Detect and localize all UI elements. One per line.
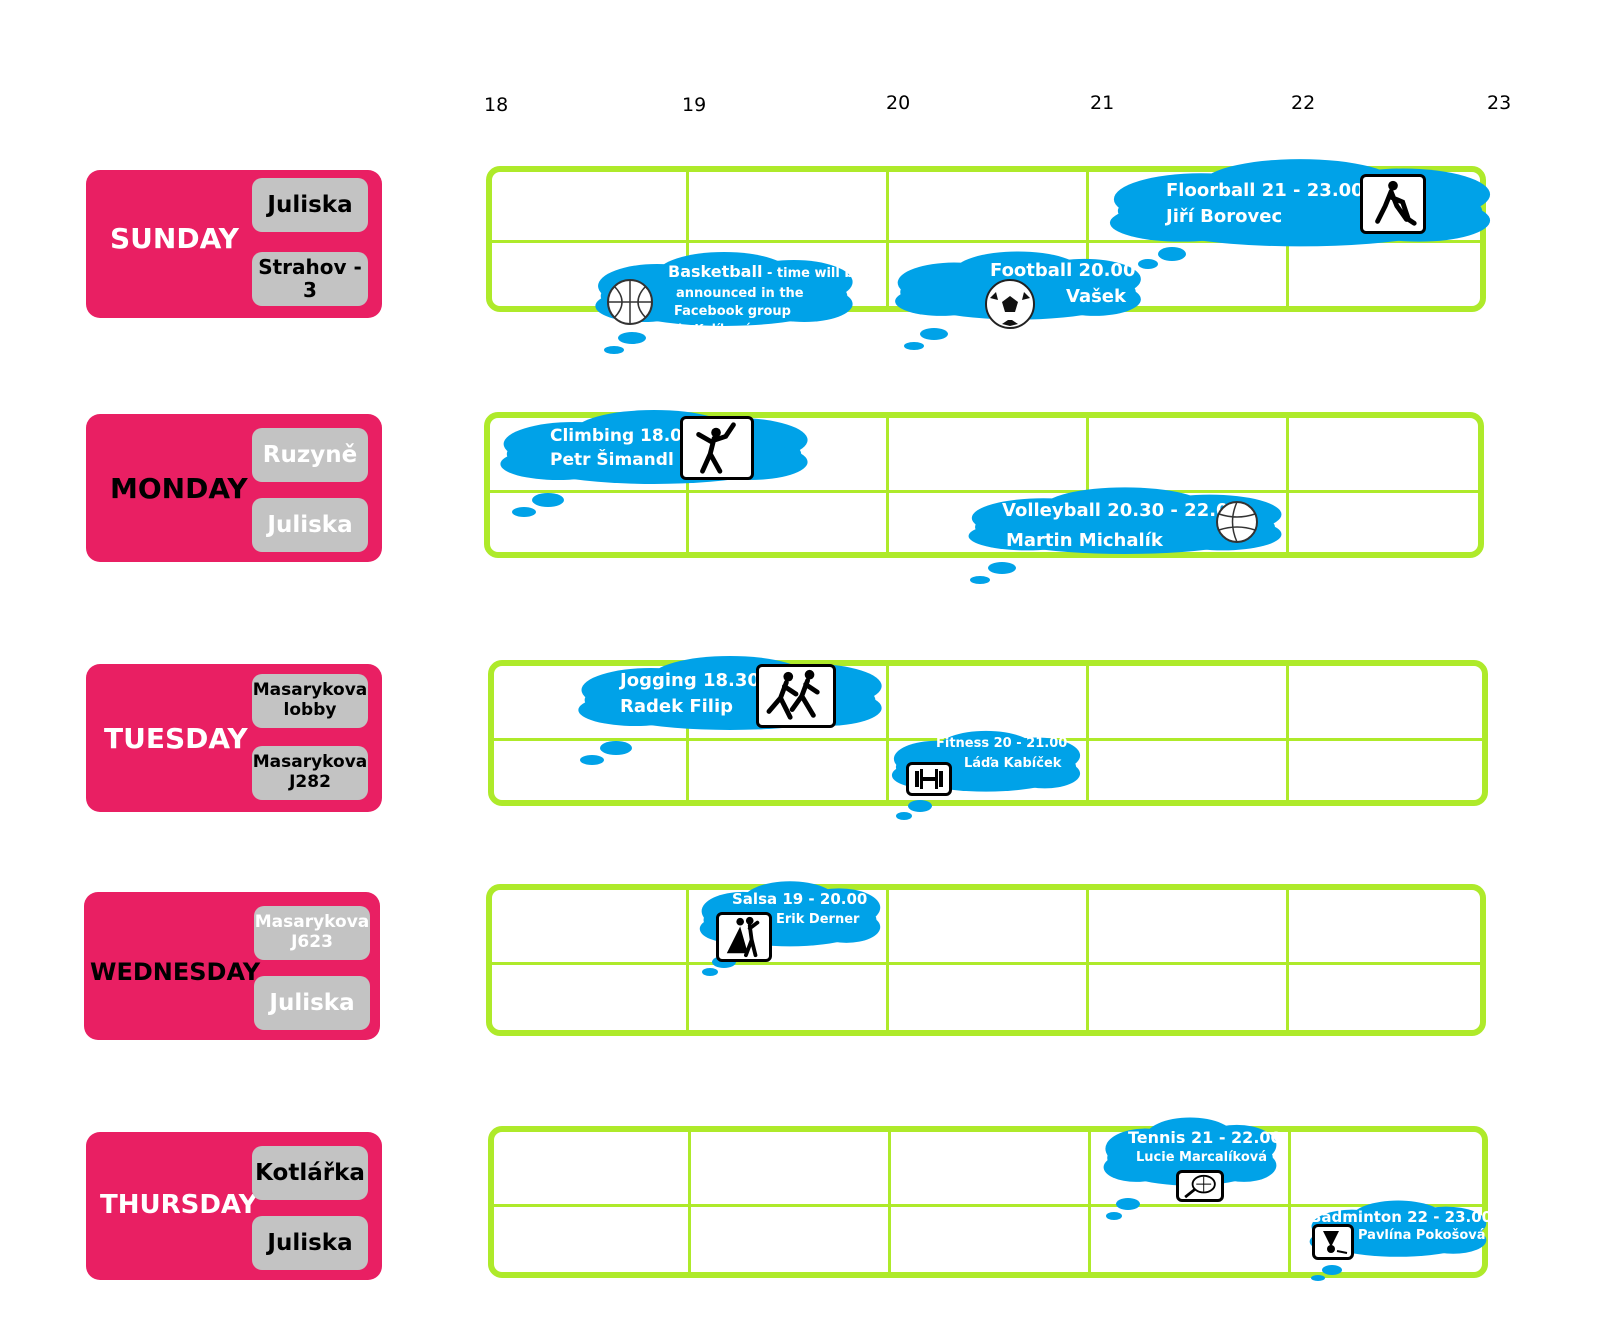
schedule-grid-thursday	[488, 1126, 1488, 1278]
location-tag: Juliska	[254, 976, 370, 1030]
hour-label-18: 18	[484, 94, 509, 116]
event-title: Jogging 18.30	[620, 670, 760, 691]
event-football[interactable]: Football 20.00 Vašek	[890, 246, 1146, 350]
event-title: Football 20.00	[990, 260, 1136, 281]
location-tag: Masarykova J623	[254, 906, 370, 960]
event-volleyball[interactable]: Volleyball 20.30 - 22.00 Martin Michalík	[962, 482, 1288, 584]
shuttlecock-icon	[1312, 1224, 1354, 1260]
event-tennis[interactable]: Tennis 21 - 22.00 Lucie Marcalíková	[1100, 1112, 1282, 1220]
day-name: SUNDAY	[110, 222, 239, 255]
day-name: WEDNESDAY	[90, 958, 261, 986]
schedule-grid-monday	[484, 412, 1484, 558]
day-name: MONDAY	[110, 472, 248, 505]
event-title: Tennis 21 - 22.00	[1128, 1128, 1282, 1147]
event-badminton[interactable]: Badminton 22 - 23.00 Pavlína Pokošová	[1306, 1196, 1493, 1281]
event-title: Volleyball 20.30 - 22.00	[1002, 500, 1242, 521]
hour-label-21: 21	[1090, 92, 1115, 114]
event-person: Radek Filip	[620, 696, 734, 717]
event-basketball[interactable]: Basketball - time will be announced in t…	[590, 246, 863, 354]
hour-label-20: 20	[886, 92, 911, 114]
dancing-icon	[716, 912, 772, 962]
day-name: THURSDAY	[100, 1190, 258, 1220]
event-salsa[interactable]: Salsa 19 - 20.00 Erik Derner	[696, 876, 884, 976]
event-person: Vašek	[1066, 286, 1126, 307]
event-jogging[interactable]: Jogging 18.30 Radek Filip	[572, 650, 888, 765]
event-title: Climbing 18.00	[550, 426, 694, 446]
event-title: Floorball 21 - 23.00	[1166, 180, 1364, 201]
hour-label-19: 19	[682, 94, 707, 116]
day-card-wednesday: WEDNESDAY Masarykova J623 Juliska	[84, 892, 380, 1040]
volleyball-icon	[1214, 500, 1260, 544]
event-person: Mia Kalíková	[666, 322, 752, 336]
event-title-line: Basketball - time will be	[668, 262, 863, 281]
event-floorball[interactable]: Floorball 21 - 23.00 Jiří Borovec	[1102, 152, 1498, 270]
tennis-racket-icon	[1176, 1170, 1224, 1202]
event-note: - time will be	[762, 266, 863, 281]
schedule-grid-wednesday	[486, 884, 1486, 1036]
climbing-icon	[680, 416, 754, 480]
event-person: Láďa Kabíček	[964, 756, 1062, 771]
dumbbell-icon	[906, 762, 952, 796]
event-fitness[interactable]: Fitness 20 - 21.00 Láďa Kabíček	[888, 726, 1084, 820]
event-title: Basketball	[668, 262, 763, 281]
event-title: Salsa 19 - 20.00	[732, 890, 868, 908]
event-person: Lucie Marcalíková	[1136, 1150, 1268, 1165]
location-tag: Juliska	[252, 498, 368, 552]
event-note: announced in the	[676, 286, 804, 301]
location-tag: Juliska	[252, 178, 368, 232]
day-name: TUESDAY	[104, 722, 248, 755]
day-card-sunday: SUNDAY Juliska Strahov - 3	[86, 170, 382, 318]
event-person: Jiří Borovec	[1166, 206, 1283, 227]
running-icon	[756, 664, 836, 728]
hour-label-22: 22	[1291, 92, 1316, 114]
event-title: Badminton 22 - 23.00	[1310, 1208, 1493, 1226]
event-person: Martin Michalík	[1006, 530, 1163, 551]
day-card-tuesday: TUESDAY Masarykova lobby Masarykova J282	[86, 664, 382, 812]
event-title: Fitness 20 - 21.00	[936, 736, 1068, 751]
event-person: Pavlína Pokošová	[1358, 1228, 1486, 1243]
basketball-icon	[606, 278, 654, 326]
event-person: Erik Derner	[776, 912, 860, 927]
day-card-monday: MONDAY Ruzyně Juliska	[86, 414, 382, 562]
hour-label-23: 23	[1487, 92, 1512, 114]
event-person: Petr Šimandl	[550, 450, 674, 470]
soccer-ball-icon	[980, 278, 1040, 330]
location-tag: Juliska	[252, 1216, 368, 1270]
location-tag: Kotlářka	[252, 1146, 368, 1200]
event-note: Facebook group	[674, 304, 791, 319]
location-tag: Masarykova lobby	[252, 674, 368, 728]
location-tag: Ruzyně	[252, 428, 368, 482]
location-tag: Strahov - 3	[252, 252, 368, 306]
location-tag: Masarykova J282	[252, 746, 368, 800]
event-climbing[interactable]: Climbing 18.00 Petr Šimandl	[494, 404, 814, 517]
floorball-icon	[1360, 174, 1426, 234]
day-card-thursday: THURSDAY Kotlářka Juliska	[86, 1132, 382, 1280]
